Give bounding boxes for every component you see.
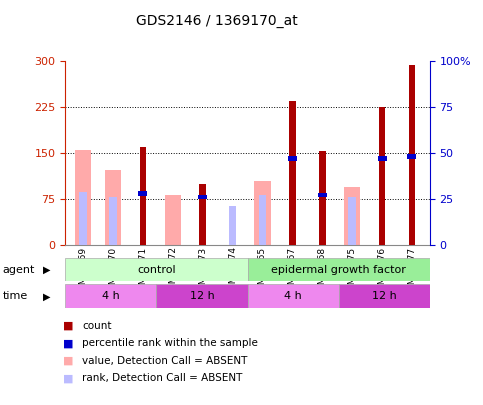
Bar <box>378 156 386 160</box>
Text: count: count <box>82 321 112 331</box>
Bar <box>344 187 360 245</box>
Bar <box>139 191 147 196</box>
Bar <box>379 107 385 245</box>
Bar <box>140 147 146 245</box>
Bar <box>109 197 117 245</box>
Bar <box>75 150 91 245</box>
Text: value, Detection Call = ABSENT: value, Detection Call = ABSENT <box>82 356 247 366</box>
Bar <box>339 284 430 308</box>
Bar <box>105 170 121 245</box>
Text: ▶: ▶ <box>43 292 50 301</box>
Bar <box>318 193 327 197</box>
Text: 12 h: 12 h <box>372 291 397 301</box>
Text: agent: agent <box>2 265 35 275</box>
Text: GDS2146 / 1369170_at: GDS2146 / 1369170_at <box>137 14 298 28</box>
Bar <box>248 258 430 281</box>
Text: time: time <box>2 292 28 301</box>
Text: 4 h: 4 h <box>284 291 302 301</box>
Bar <box>248 284 339 308</box>
Text: ■: ■ <box>63 356 73 366</box>
Bar <box>156 284 248 308</box>
Text: epidermal growth factor: epidermal growth factor <box>271 265 406 275</box>
Bar <box>289 101 296 245</box>
Bar <box>199 197 206 245</box>
Bar <box>318 197 326 245</box>
Text: ■: ■ <box>63 373 73 383</box>
Bar <box>348 197 356 245</box>
Bar <box>288 156 297 160</box>
Text: 4 h: 4 h <box>102 291 120 301</box>
Text: 12 h: 12 h <box>190 291 214 301</box>
Text: ▶: ▶ <box>43 265 50 275</box>
Bar <box>198 195 207 199</box>
Text: control: control <box>137 265 176 275</box>
Text: ■: ■ <box>63 321 73 331</box>
Bar <box>199 183 206 245</box>
Bar <box>65 258 248 281</box>
Bar <box>259 195 266 245</box>
Text: ■: ■ <box>63 339 73 348</box>
Bar <box>65 284 156 308</box>
Bar <box>409 65 415 245</box>
Bar <box>165 195 181 245</box>
Text: rank, Detection Call = ABSENT: rank, Detection Call = ABSENT <box>82 373 242 383</box>
Bar <box>229 206 236 245</box>
Text: percentile rank within the sample: percentile rank within the sample <box>82 339 258 348</box>
Bar <box>408 154 416 159</box>
Bar <box>319 151 326 245</box>
Bar <box>79 192 87 245</box>
Bar <box>254 181 270 245</box>
